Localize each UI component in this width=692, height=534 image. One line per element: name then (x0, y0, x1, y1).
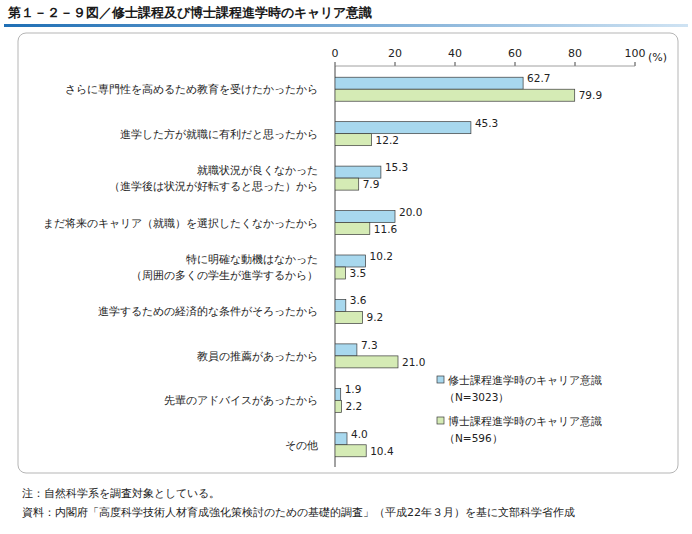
tick (455, 62, 456, 66)
bar (335, 445, 366, 457)
bar (335, 134, 372, 146)
category-label: 先輩のアドバイスがあったから (164, 394, 318, 407)
x-axis: 0 20 40 60 80 100(%) (332, 47, 668, 467)
title-rule (4, 24, 688, 27)
data-label: 45.3 (475, 117, 498, 129)
category-label-line: まだ将来のキャリア（就職）を選択したくなかったから (43, 217, 318, 230)
bar (335, 344, 357, 356)
bar (335, 356, 398, 368)
bar (335, 223, 370, 235)
category-label-line: （周囲の多くの学生が進学するから） (131, 269, 318, 282)
data-label: 3.6 (350, 294, 367, 306)
bar (335, 299, 346, 311)
notes: 注：自然科学系を調査対象としている。資料：内閣府「高度科学技術人材育成強化策検討… (22, 487, 575, 519)
category-label: 教員の推薦があったから (197, 350, 318, 363)
data-label: 20.0 (399, 206, 422, 218)
data-label: 4.0 (351, 428, 368, 440)
legend-label: 博士課程進学時のキャリア意識 （N=596） (444, 415, 602, 444)
bar (335, 122, 471, 134)
category-label-line: 進学した方が就職に有利だと思ったから (120, 128, 318, 141)
tick (335, 62, 336, 66)
tick-label: 100 (625, 47, 646, 60)
legend-swatch (437, 376, 444, 383)
data-label: 62.7 (527, 72, 550, 84)
axis-label: (%) (648, 51, 667, 64)
bar (335, 433, 347, 445)
data-label: 9.2 (367, 311, 384, 323)
category-label: 進学した方が就職に有利だと思ったから (120, 128, 318, 141)
data-label: 7.3 (361, 339, 378, 351)
title: 第１－２－９図／修士課程及び博士課程進学時のキャリア意識 (7, 5, 372, 20)
tick (575, 62, 576, 66)
legend-label-line: （N=3023） (444, 391, 509, 403)
bar (335, 388, 341, 400)
bar (335, 211, 395, 223)
bar (335, 178, 359, 190)
tick-label: 40 (448, 47, 462, 60)
bar (335, 267, 346, 279)
data-label: 11.6 (374, 223, 398, 235)
category-label-line: 特に明確な動機はなかった (186, 253, 318, 266)
category-label-line: 教員の推薦があったから (197, 350, 318, 363)
note: 資料：内閣府「高度科学技術人材育成強化策検討のための基礎的調査」（平成22年３月… (22, 506, 575, 519)
category-label-line: 進学するための経済的な条件がそろったから (98, 305, 318, 318)
tick-label: 0 (332, 47, 339, 60)
frame (18, 33, 678, 473)
tick-label: 60 (508, 47, 522, 60)
bar (335, 255, 366, 267)
tick (635, 62, 636, 66)
data-labels: 62.7 45.3 15.3 20.0 10.2 3.6 7.3 1.9 4.0 79.9 12.2… (345, 72, 602, 457)
category-label: さらに専門性を高めるため教育を受けたかったから (65, 83, 318, 96)
bar (335, 77, 523, 89)
legend-label: 修士課程進学時のキャリア意識 （N=3023） (444, 374, 602, 403)
bar (335, 166, 381, 178)
category-label-line: 就職状況が良くなかった (197, 164, 318, 177)
tick-label: 20 (388, 47, 402, 60)
category-label-line: 先輩のアドバイスがあったから (164, 394, 318, 407)
data-label: 10.2 (370, 250, 393, 262)
bars (335, 77, 575, 457)
bar (335, 89, 575, 101)
data-label: 21.0 (402, 356, 425, 368)
legend-label-line: 修士課程進学時のキャリア意識 (448, 374, 602, 386)
bar (335, 311, 363, 323)
category-label: まだ将来のキャリア（就職）を選択したくなかったから (43, 217, 318, 230)
note: 注：自然科学系を調査対象としている。 (22, 487, 220, 500)
data-label: 15.3 (385, 161, 408, 173)
category-labels: さらに専門性を高めるため教育を受けたかったから進学した方が就職に有利だと思ったか… (43, 83, 318, 452)
category-label-line: その他 (285, 439, 318, 452)
data-label: 79.9 (579, 89, 602, 101)
data-label: 12.2 (376, 134, 399, 146)
data-label: 10.4 (370, 445, 394, 457)
axis-line (335, 66, 635, 67)
legend-label-line: 博士課程進学時のキャリア意識 (448, 415, 602, 427)
data-label: 3.5 (350, 267, 367, 279)
data-label: 1.9 (345, 383, 362, 395)
tick-label: 80 (568, 47, 582, 60)
category-label: その他 (285, 439, 318, 452)
data-label: 7.9 (363, 178, 380, 190)
category-label-line: （進学後は状況が好転すると思った）から (109, 180, 318, 193)
legend-label-line: （N=596） (444, 432, 503, 444)
category-label: 進学するための経済的な条件がそろったから (98, 305, 318, 318)
category-label: 就職状況が良くなかった （進学後は状況が好転すると思った）から (109, 164, 318, 193)
bar (335, 400, 342, 412)
legend: 修士課程進学時のキャリア意識 （N=3023） 博士課程進学時のキャリア意識 （N=5… (437, 374, 602, 444)
data-label: 2.2 (346, 400, 363, 412)
category-label-line: さらに専門性を高めるため教育を受けたかったから (65, 83, 318, 96)
tick (515, 62, 516, 66)
tick (395, 62, 396, 66)
category-label: 特に明確な動機はなかった （周囲の多くの学生が進学するから） (131, 253, 318, 282)
chart: 第１－２－９図／修士課程及び博士課程進学時のキャリア意識 0 20 40 60 80 100… (0, 0, 692, 534)
legend-swatch (437, 417, 444, 424)
